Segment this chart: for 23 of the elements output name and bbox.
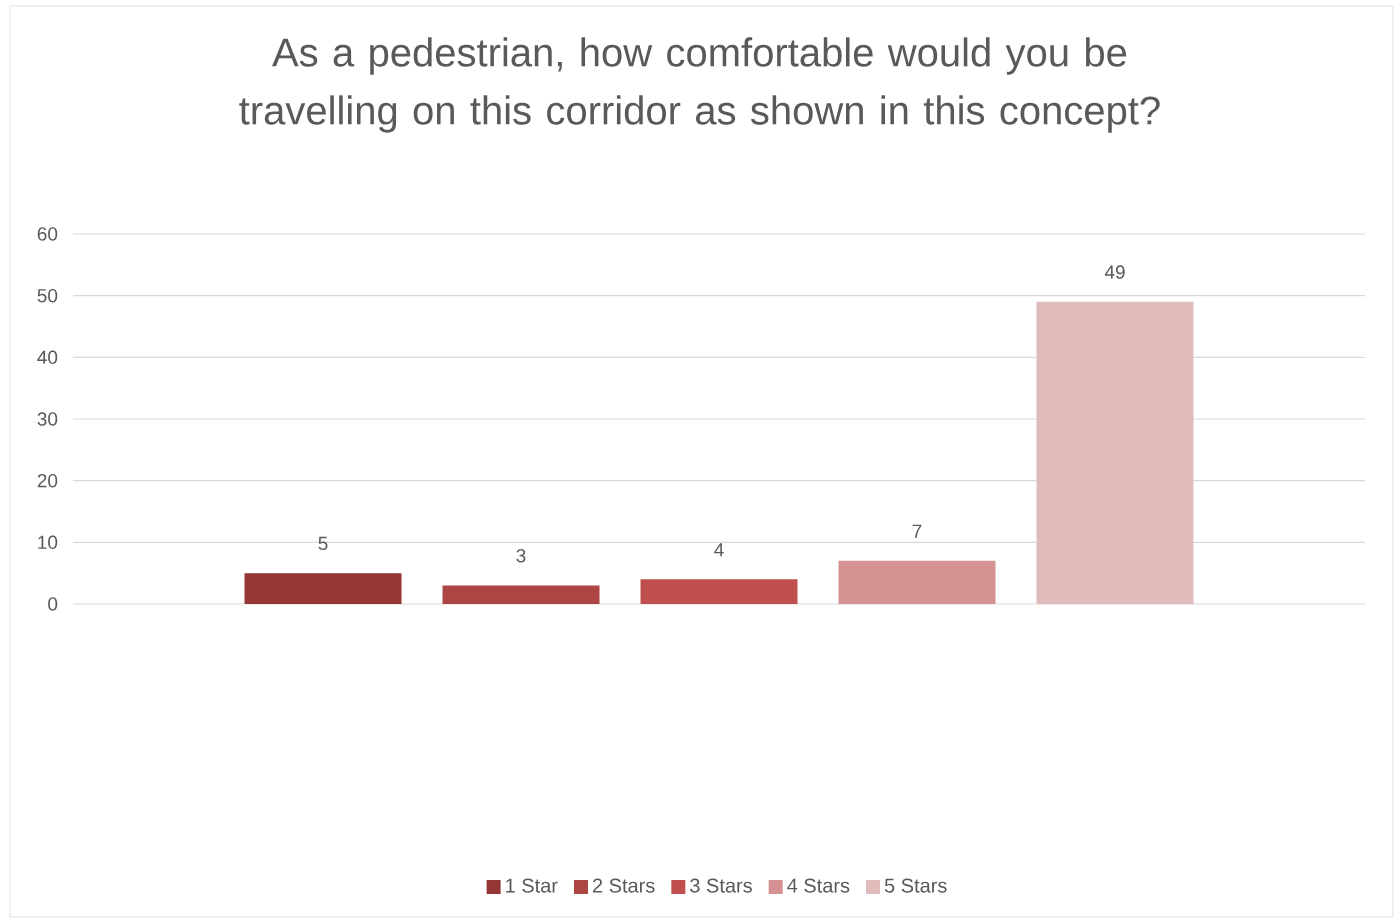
legend-label: 2 Stars	[592, 878, 655, 893]
bar	[838, 560, 996, 604]
y-tick-label: 10	[38, 535, 58, 550]
y-tick-label: 20	[37, 473, 58, 488]
chart-title: As a pedestrian, how comfortable would you be travelling on this corridor as shown in this concept?	[239, 37, 1160, 133]
y-tick-label: 50	[37, 288, 58, 303]
data-label: 5	[318, 536, 328, 551]
y-tick-label: 30	[37, 412, 58, 426]
y-tick-label: 0	[48, 597, 58, 611]
legend-label: 4 Stars	[787, 878, 850, 893]
bar	[442, 585, 600, 604]
legend-label: 5 Stars	[884, 878, 947, 893]
y-tick-label: 40	[37, 350, 58, 365]
data-label: 4	[714, 543, 724, 557]
bar	[1036, 301, 1194, 604]
bar	[244, 573, 402, 604]
bar	[640, 579, 798, 604]
legend-label: 3 Stars	[690, 878, 752, 893]
y-tick-label: 60	[37, 227, 58, 241]
data-label: 49	[1104, 265, 1125, 279]
legend-label: 1 Star	[506, 878, 558, 893]
data-label: 7	[912, 524, 922, 538]
data-label: 3	[516, 548, 526, 563]
